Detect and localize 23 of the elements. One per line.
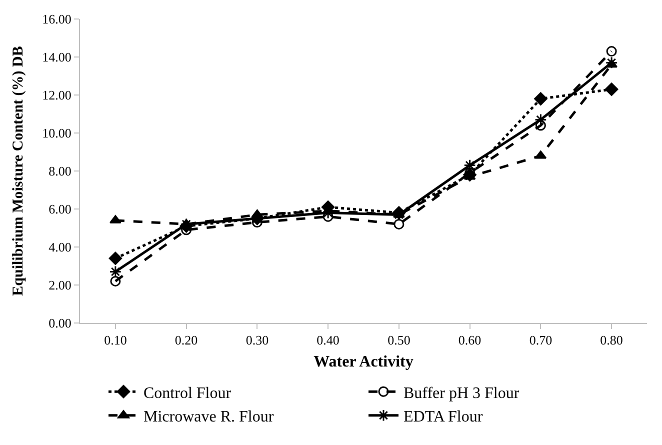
y-tick-label: 12.00 xyxy=(42,88,72,103)
y-tick-label: 4.00 xyxy=(48,240,72,255)
x-tick-label: 0.20 xyxy=(174,332,198,348)
y-tick-label: 10.00 xyxy=(42,126,72,141)
x-tick-label: 0.10 xyxy=(104,332,127,348)
x-tick-label: 0.70 xyxy=(529,332,552,348)
y-axis-title: Equilibrium Moisture Content (%) DB xyxy=(10,46,26,296)
legend-label: EDTA Flour xyxy=(404,408,484,426)
y-tick-label: 6.00 xyxy=(48,202,72,217)
legend-label: Buffer pH 3 Flour xyxy=(404,384,520,402)
y-tick-label: 14.00 xyxy=(42,50,72,65)
x-axis-title: Water Activity xyxy=(314,353,414,370)
x-tick-label: 0.80 xyxy=(600,332,623,348)
y-tick-label: 0.00 xyxy=(48,316,72,331)
x-tick-label: 0.50 xyxy=(388,332,410,348)
x-tick-label: 0.60 xyxy=(458,332,482,348)
y-tick-label: 2.00 xyxy=(48,278,72,293)
x-tick-label: 0.30 xyxy=(246,332,269,348)
y-tick-label: 16.00 xyxy=(42,12,72,27)
y-tick-label: 8.00 xyxy=(48,164,72,179)
x-tick-label: 0.40 xyxy=(316,332,340,348)
legend-label: Control Flour xyxy=(144,384,232,402)
legend-label: Microwave R. Flour xyxy=(144,408,274,426)
